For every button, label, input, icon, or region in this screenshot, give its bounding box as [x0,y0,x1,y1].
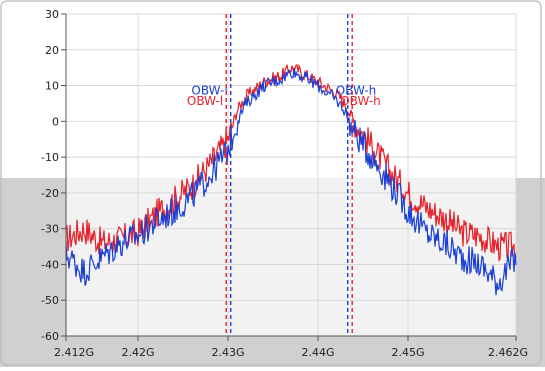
x-tick-label: 2.45G [391,346,424,359]
y-tick-label: -50 [41,294,59,307]
x-tick-label: 2.42G [121,346,154,359]
obw-marker-label: OBW-l [191,84,227,98]
y-tick-label: -30 [41,223,59,236]
y-tick-label: 10 [45,80,59,93]
obw-marker-label: OBW-h [336,84,377,98]
obw-marker-label: OBW-l [187,94,223,108]
y-tick-label: -60 [41,330,59,343]
x-tick-label: 2.412G [54,346,94,359]
x-tick-label: 2.44G [301,346,334,359]
y-tick-label: -20 [41,187,59,200]
x-tick-label: 2.43G [211,346,244,359]
y-tick-label: 20 [45,44,59,57]
y-tick-label: -10 [41,151,59,164]
y-tick-label: 30 [45,8,59,21]
y-tick-label: -40 [41,258,59,271]
plot-area-lower [66,178,516,336]
series-line-1 [65,67,517,296]
obw-marker-label: OBW-h [340,94,381,108]
series-line-0 [65,63,517,262]
x-tick-label: 2.462G [488,346,528,359]
y-tick-label: 0 [52,115,59,128]
